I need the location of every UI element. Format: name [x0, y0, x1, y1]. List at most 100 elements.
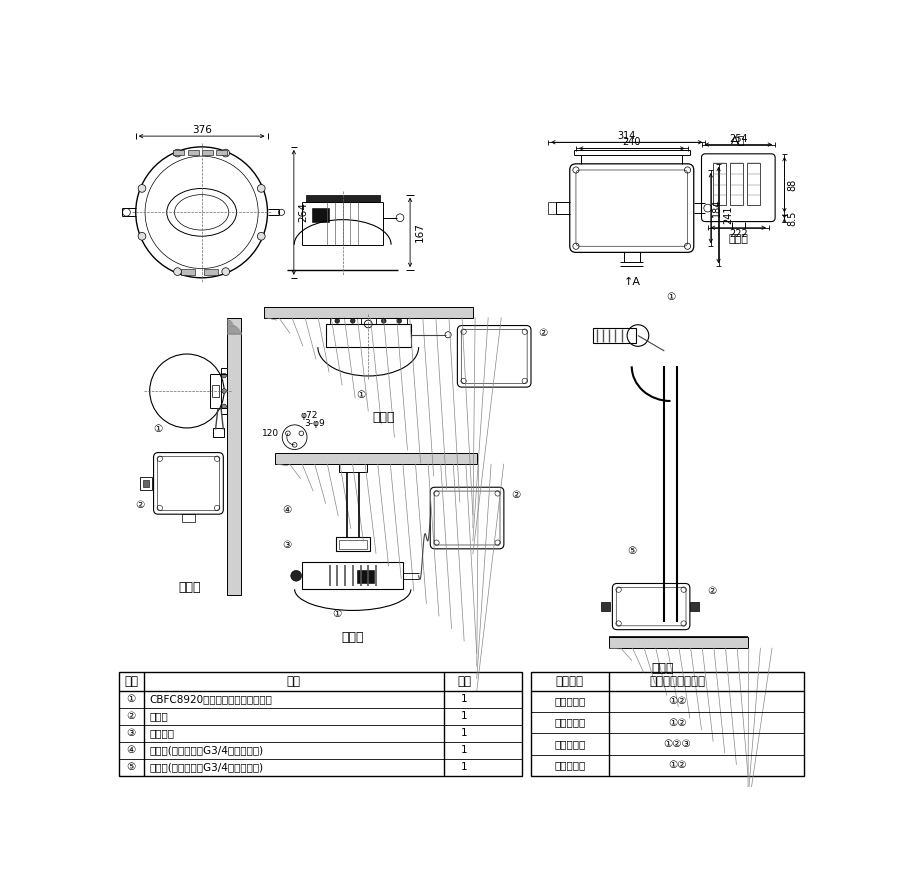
- Text: 184: 184: [712, 199, 722, 217]
- Text: 1: 1: [461, 762, 468, 773]
- Text: ③: ③: [127, 728, 136, 738]
- Text: ④: ④: [127, 745, 136, 755]
- Text: ②: ②: [135, 500, 144, 510]
- Bar: [275, 453, 477, 464]
- Text: 8.5: 8.5: [788, 210, 797, 226]
- Text: ①②: ①②: [668, 718, 687, 728]
- Text: ④: ④: [283, 506, 292, 515]
- Bar: [202, 150, 213, 156]
- Text: ①②: ①②: [668, 760, 687, 770]
- Text: 254: 254: [729, 134, 748, 144]
- Text: CBFC8920粉尘防爆内场强光泻光灯: CBFC8920粉尘防爆内场强光泻光灯: [149, 694, 273, 704]
- Text: 314: 314: [617, 131, 636, 141]
- Bar: [376, 318, 407, 324]
- Bar: [531, 672, 804, 776]
- Text: ⑤: ⑤: [627, 546, 636, 556]
- Text: 1: 1: [461, 711, 468, 721]
- Text: ②: ②: [538, 328, 547, 339]
- Bar: [336, 537, 370, 551]
- Text: ①②③: ①②③: [663, 739, 691, 749]
- Text: 配发的零部件序号: 配发的零部件序号: [650, 674, 706, 688]
- Bar: [713, 163, 725, 205]
- Bar: [690, 602, 699, 611]
- Text: φ72: φ72: [301, 411, 319, 420]
- Bar: [182, 514, 194, 522]
- Bar: [181, 270, 194, 275]
- Text: ⑤: ⑤: [127, 762, 136, 773]
- Circle shape: [335, 318, 339, 324]
- Circle shape: [382, 318, 386, 324]
- Text: A向: A向: [731, 135, 745, 145]
- Text: 壁挂式: 壁挂式: [179, 581, 202, 594]
- Circle shape: [221, 373, 227, 377]
- Text: 120: 120: [262, 429, 279, 438]
- Bar: [143, 479, 148, 487]
- Bar: [216, 150, 227, 156]
- Text: ①: ①: [153, 424, 162, 434]
- Text: 222: 222: [729, 229, 748, 239]
- Text: 弯杆式: 弯杆式: [652, 662, 674, 674]
- Text: 88: 88: [788, 179, 797, 191]
- Text: ②: ②: [707, 586, 716, 596]
- Circle shape: [350, 318, 356, 324]
- Circle shape: [221, 389, 227, 393]
- Bar: [213, 428, 224, 438]
- Text: 弯杆式安装: 弯杆式安装: [554, 760, 585, 770]
- Text: 转换接头: 转换接头: [149, 728, 175, 738]
- Text: 直锂管(端部螺纹为G3/4，客户自备): 直锂管(端部螺纹为G3/4，客户自备): [149, 745, 264, 755]
- Bar: [356, 569, 374, 583]
- Circle shape: [397, 318, 401, 324]
- Text: 吸顶式安装: 吸顶式安装: [554, 718, 585, 728]
- Bar: [221, 368, 227, 414]
- Text: 名称: 名称: [287, 674, 301, 688]
- Text: 1: 1: [461, 728, 468, 738]
- Text: 壁挂式安装: 壁挂式安装: [554, 697, 585, 706]
- Bar: [338, 464, 366, 472]
- Text: ↑A: ↑A: [623, 277, 640, 286]
- Bar: [326, 324, 411, 347]
- Text: 240: 240: [623, 137, 641, 148]
- Circle shape: [174, 149, 182, 157]
- Circle shape: [174, 268, 182, 276]
- Text: 安装方式: 安装方式: [556, 674, 584, 688]
- Circle shape: [257, 232, 266, 240]
- Bar: [119, 672, 522, 776]
- Bar: [548, 202, 556, 214]
- Bar: [302, 562, 403, 590]
- Circle shape: [291, 570, 302, 581]
- Circle shape: [221, 149, 230, 157]
- Text: 264: 264: [298, 202, 308, 222]
- Text: ③: ③: [283, 540, 292, 550]
- Bar: [601, 602, 610, 611]
- Text: ②: ②: [511, 490, 520, 500]
- Bar: [212, 385, 220, 397]
- Bar: [306, 194, 380, 202]
- Bar: [730, 163, 742, 205]
- Bar: [227, 318, 241, 595]
- Circle shape: [221, 268, 230, 276]
- Text: 镇流器: 镇流器: [149, 711, 168, 721]
- Text: 镇流器: 镇流器: [728, 233, 748, 243]
- Text: ①: ①: [356, 390, 365, 400]
- Text: 241: 241: [723, 206, 733, 225]
- Bar: [338, 539, 366, 549]
- Bar: [747, 163, 760, 205]
- Text: 序号: 序号: [124, 674, 138, 688]
- Bar: [311, 208, 328, 222]
- Text: ①: ①: [127, 694, 136, 704]
- Bar: [140, 477, 152, 490]
- Bar: [204, 270, 218, 275]
- Text: ①: ①: [333, 609, 342, 620]
- Text: 167: 167: [414, 223, 425, 242]
- Text: 数量: 数量: [457, 674, 472, 688]
- Text: 1: 1: [461, 694, 468, 704]
- Text: 376: 376: [192, 125, 211, 135]
- Bar: [264, 307, 472, 318]
- Text: ②: ②: [127, 711, 136, 721]
- Text: 吠杆式安装: 吠杆式安装: [554, 739, 585, 749]
- Bar: [173, 150, 184, 156]
- Circle shape: [257, 185, 266, 192]
- Text: ①: ①: [666, 292, 675, 302]
- Text: 3-φ9: 3-φ9: [304, 419, 325, 428]
- Bar: [593, 328, 635, 343]
